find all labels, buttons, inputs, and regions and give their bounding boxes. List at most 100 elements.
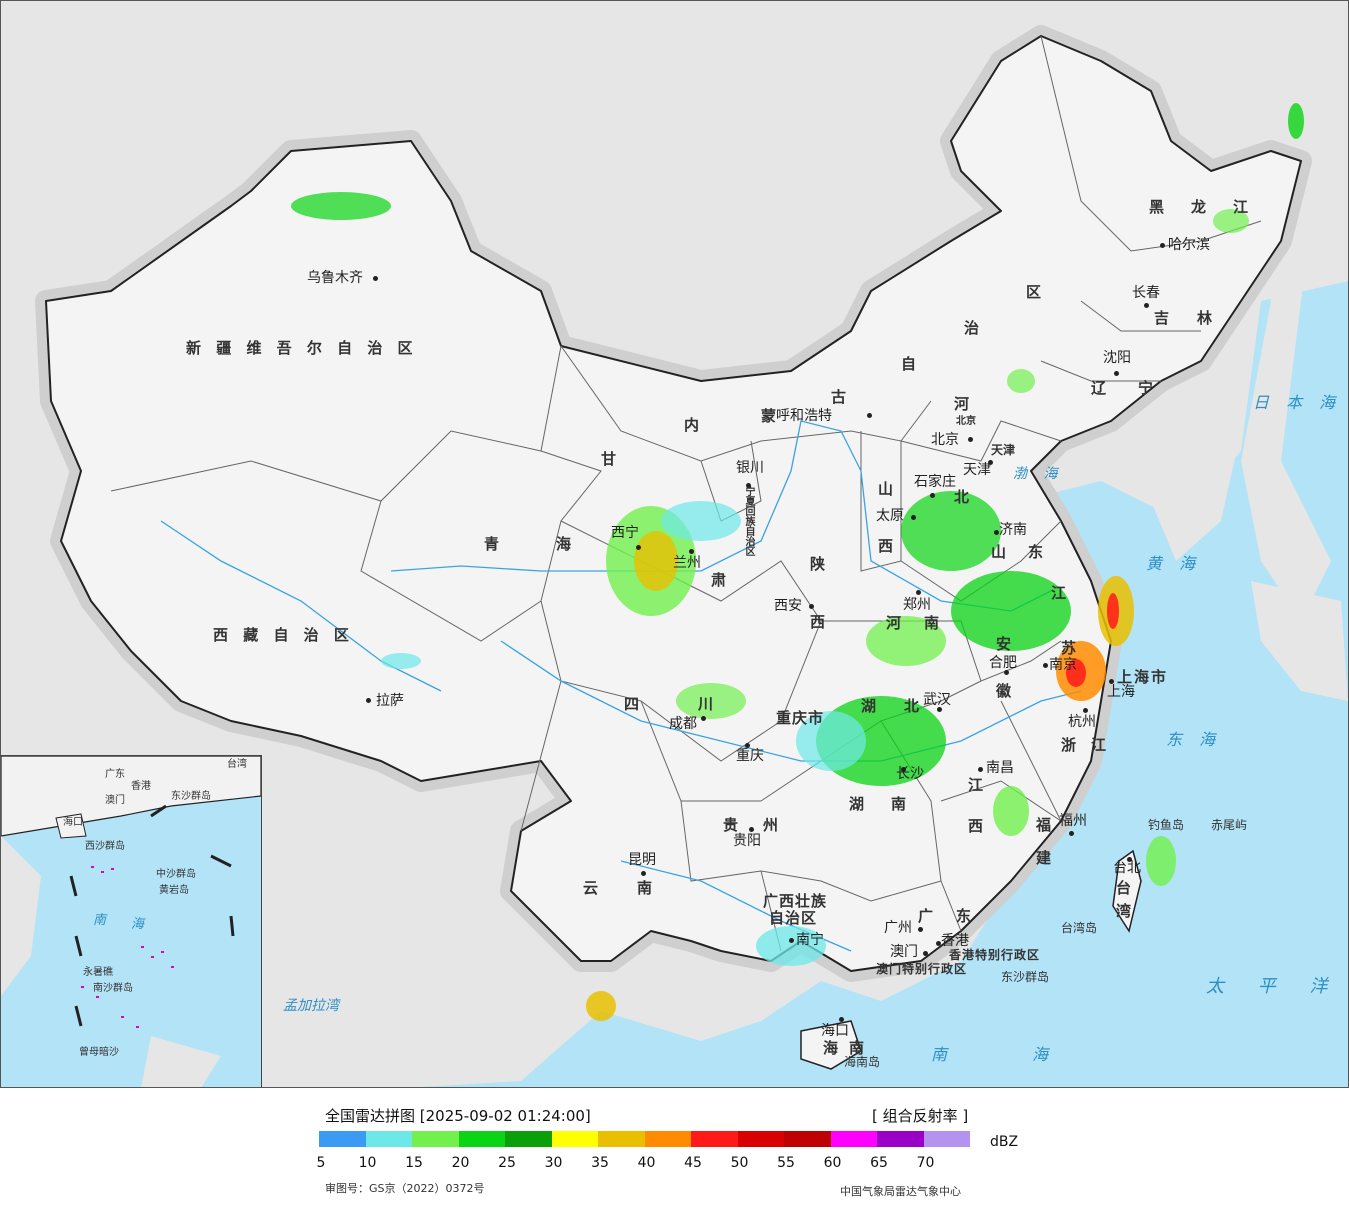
colorbar-swatch [412, 1131, 459, 1147]
label-sichuan-1: 四 [624, 695, 645, 713]
sea-japan: 日 本 海 [1253, 393, 1342, 412]
label-neimeng-3: 古 [831, 388, 852, 406]
label-jiangsu-2: 苏 [1061, 639, 1082, 657]
label-macao-sar: 澳门特别行政区 [876, 962, 968, 976]
publisher: 中国气象局雷达气象中心 [840, 1185, 961, 1198]
colorbar-swatch [365, 1131, 412, 1147]
city-hangzhou: 杭州 [1068, 714, 1096, 730]
label-taiwan-1: 台 [1116, 879, 1137, 897]
colorbar-tick-label: 60 [823, 1155, 842, 1171]
label-xinjiang: 新 疆 维 吾 尔 自 治 区 [186, 339, 418, 357]
city-fuzhou: 福州 [1059, 813, 1087, 829]
city-macao: 澳门 [890, 944, 918, 960]
island-dongsha: 东沙群岛 [1001, 970, 1050, 984]
city-nanchang: 南昌 [986, 760, 1014, 776]
island-hainan: 海南岛 [844, 1055, 881, 1069]
colorbar-swatch [877, 1131, 924, 1147]
sea-bohai: 渤 海 [1013, 466, 1064, 482]
colorbar-tick-label: 45 [684, 1155, 702, 1171]
label-bay-of-bengal: 孟加拉湾 [283, 998, 339, 1014]
label-shandong-2: 东 [1028, 543, 1049, 561]
city-zhengzhou: 郑州 [903, 597, 931, 613]
colorbar-tick-label: 65 [870, 1155, 888, 1171]
city-shanghai: 上海 [1107, 684, 1135, 700]
colorbar-swatch [598, 1131, 645, 1147]
label-hlj-3: 江 [1233, 198, 1254, 216]
colorbar-swatch [830, 1131, 877, 1147]
inset-huangyan: 黄岩岛 [159, 885, 189, 896]
city-nanning: 南宁 [796, 932, 824, 948]
sea-pacific: 太 平 洋 [1206, 976, 1342, 997]
label-neimeng-2: 蒙 [761, 407, 782, 425]
colorbar-swatch [737, 1131, 784, 1147]
label-liaoning-2: 宁 [1138, 379, 1159, 397]
label-jilin-2: 林 [1197, 309, 1218, 327]
label-shaanxi-1: 陕 [810, 555, 831, 573]
city-guangzhou: 广州 [884, 920, 912, 936]
colorbar-tick-label: 20 [451, 1155, 470, 1171]
inset-label-south: 南 [93, 913, 109, 928]
label-shandong-1: 山 [991, 543, 1012, 561]
label-gansu-1: 甘 [601, 450, 622, 468]
city-hefei: 合肥 [989, 655, 1017, 671]
city-taiyuan: 太原 [876, 508, 904, 524]
label-beijing: 北京 [956, 416, 976, 427]
city-haikou: 海口 [821, 1023, 849, 1039]
city-nanjing: 南京 [1049, 657, 1077, 673]
colorbar-tick-label: 50 [730, 1155, 749, 1171]
city-chengdu: 成都 [669, 716, 697, 732]
label-hainan-2: 南 [849, 1039, 870, 1057]
label-zhejiang-2: 江 [1091, 736, 1112, 754]
map-canvas [1, 1, 1348, 1087]
label-henan-1: 河 [886, 614, 907, 632]
city-hongkong: 香港 [941, 933, 969, 949]
label-hebei-2: 北 [954, 488, 975, 506]
label-fujian-2: 建 [1036, 849, 1057, 867]
city-tianjin: 天津 [963, 462, 991, 478]
colorbar-swatch [551, 1131, 598, 1147]
label-jiangxi-2: 西 [968, 817, 989, 835]
label-hunan-2: 南 [891, 795, 912, 813]
label-jiangsu-1: 江 [1051, 584, 1072, 602]
city-xining: 西宁 [611, 525, 639, 541]
label-yunnan-2: 南 [637, 879, 658, 897]
colorbar-tick-label: 70 [916, 1155, 935, 1171]
label-hainan-1: 海 [823, 1039, 844, 1057]
colorbar-swatch [458, 1131, 505, 1147]
colorbar-tick-label: 5 [316, 1155, 326, 1171]
city-xian: 西安 [774, 598, 802, 614]
label-zhejiang-1: 浙 [1061, 736, 1082, 754]
inset-guangdong: 广东 [105, 769, 125, 780]
colorbar-swatch [505, 1131, 552, 1147]
label-shanxi-1: 山 [878, 480, 899, 498]
label-qinghai-1: 青 [484, 535, 505, 553]
sea-yellow: 黄 海 [1146, 554, 1202, 573]
label-hunan-1: 湖 [849, 795, 870, 813]
inset-zengmu: 曾母暗沙 [79, 1047, 119, 1058]
city-chongqing: 重庆 [736, 748, 764, 764]
label-shanghai: 上海市 [1117, 668, 1169, 686]
label-fujian-1: 福 [1036, 816, 1057, 834]
legend-unit: dBZ [990, 1134, 1019, 1150]
label-jilin-1: 吉 [1154, 309, 1175, 327]
inset-hongkong: 香港 [131, 781, 151, 792]
colorbar-tick-label: 25 [498, 1155, 516, 1171]
inset-macao: 澳门 [105, 795, 125, 806]
label-henan-2: 南 [924, 614, 945, 632]
city-harbin: 哈尔滨 [1168, 237, 1210, 253]
label-tianjin: 天津 [991, 443, 1016, 457]
colorbar-swatch [319, 1131, 366, 1147]
colorbar-tick-label: 35 [591, 1155, 609, 1171]
colorbar-tick-label: 15 [405, 1155, 423, 1171]
city-urumqi: 乌鲁木齐 [307, 270, 363, 286]
city-wuhan: 武汉 [923, 692, 951, 708]
city-shijiazhuang: 石家庄 [914, 474, 956, 490]
city-changchun: 长春 [1132, 285, 1160, 301]
city-yinchuan: 银川 [736, 460, 764, 476]
label-ningxia: 宁夏回族自治区 [743, 486, 754, 556]
colorbar-tick-label: 55 [777, 1155, 795, 1171]
city-guiyang: 贵阳 [733, 833, 761, 849]
inset-yongshu: 永暑礁 [83, 967, 113, 978]
label-hebei-1: 河 [954, 395, 975, 413]
label-xizang: 西 藏 自 治 区 [213, 626, 354, 644]
